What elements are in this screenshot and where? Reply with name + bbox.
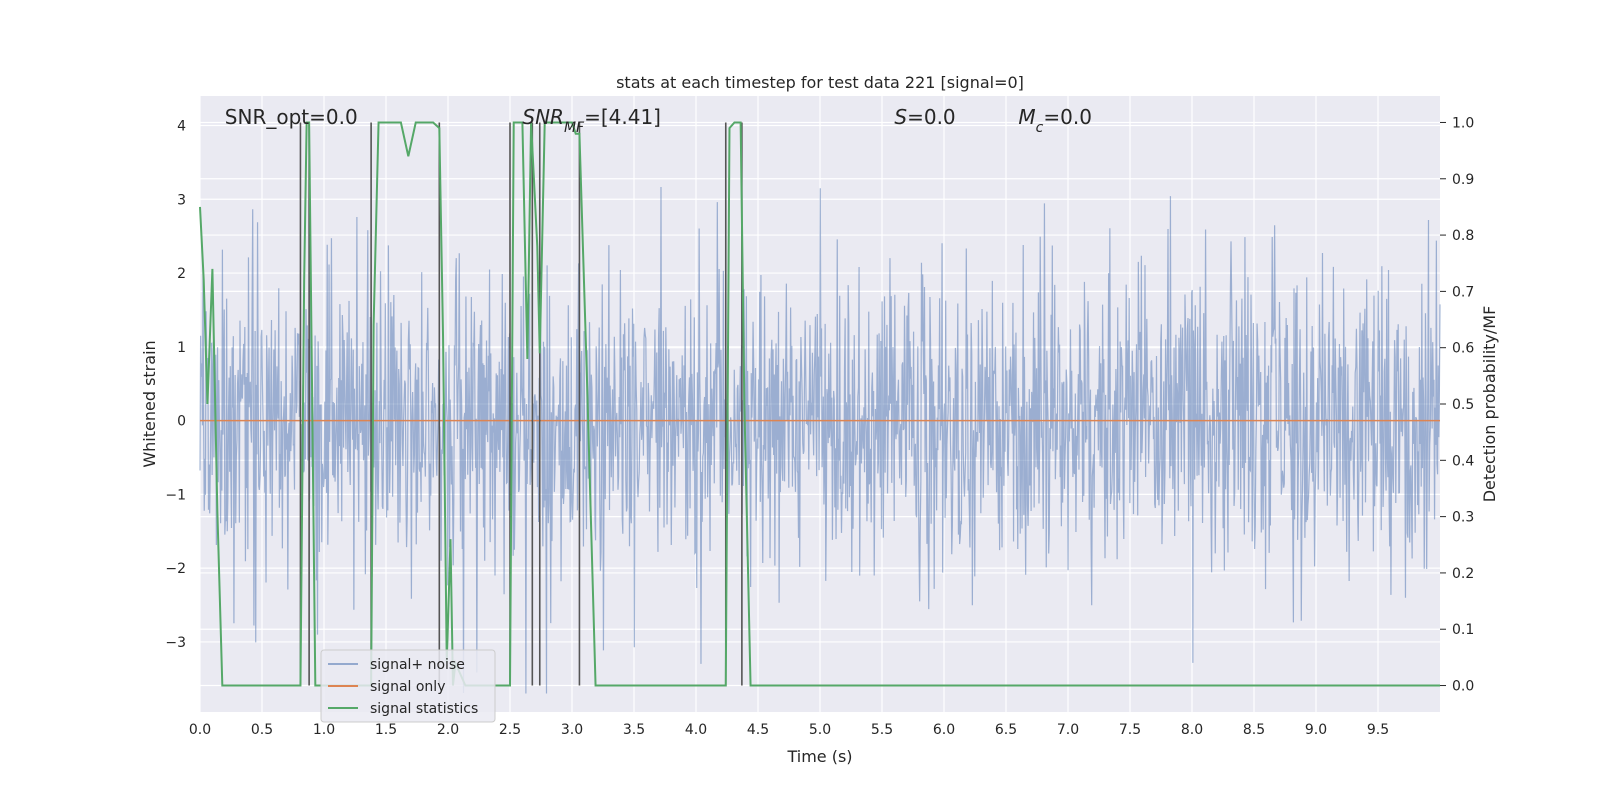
x-ticks: 0.0 0.5 1.0 1.5 2.0 2.5 3.0 3.5 4.0 4.5 5.0 5.5 6.0 6…: [189, 722, 1389, 738]
y-tick-label: −2: [165, 561, 186, 577]
legend-label-noise: signal+ noise: [370, 657, 465, 673]
y-tick-label: 0: [177, 414, 186, 430]
x-axis-label: Time (s): [786, 747, 852, 766]
y-tick-label: −1: [165, 487, 186, 503]
chart-title: stats at each timestep for test data 221…: [616, 73, 1024, 92]
y2-tick-label: 0.3: [1452, 510, 1474, 526]
annotation: SNR_opt=0.0: [225, 105, 358, 129]
x-tick-label: 3.5: [623, 722, 645, 738]
y-tick-label: 1: [177, 340, 186, 356]
y2-tick-label: 0.2: [1452, 566, 1474, 582]
y2-tick-label: 0.1: [1452, 622, 1474, 638]
y2-tick-label: 0.5: [1452, 397, 1474, 413]
annotation-part: M: [1018, 105, 1035, 129]
x-tick-label: 9.0: [1305, 722, 1327, 738]
x-tick-label: 0.0: [189, 722, 211, 738]
x-tick-label: 8.5: [1243, 722, 1265, 738]
annotation-part: SNR_opt=0.0: [225, 105, 358, 129]
x-tick-label: 1.0: [313, 722, 335, 738]
x-tick-label: 4.5: [747, 722, 769, 738]
x-tick-label: 8.0: [1181, 722, 1203, 738]
y2-axis-label: Detection probability/MF: [1480, 306, 1499, 503]
annotations: SNR_opt=0.0 SNRMF=[4.41] S=0.0 Mc=0.0: [225, 105, 1092, 136]
x-tick-label: 0.5: [251, 722, 273, 738]
x-tick-label: 4.0: [685, 722, 707, 738]
annotation-part: MF: [564, 120, 585, 136]
y-tick-label: 2: [177, 266, 186, 282]
x-tick-label: 6.5: [995, 722, 1017, 738]
x-tick-label: 1.5: [375, 722, 397, 738]
y2-tick-label: 1.0: [1452, 115, 1474, 131]
annotation: S=0.0: [894, 105, 955, 129]
annotation-part: =[4.41]: [584, 105, 661, 129]
x-tick-label: 7.0: [1057, 722, 1079, 738]
x-tick-label: 5.0: [809, 722, 831, 738]
annotation-part: S: [894, 105, 907, 129]
annotation-part: c: [1036, 120, 1044, 136]
x-tick-label: 2.0: [437, 722, 459, 738]
legend-label-stats: signal statistics: [370, 701, 478, 717]
y-tick-label: 3: [177, 192, 186, 208]
y2-tick-label: 0.7: [1452, 284, 1474, 300]
annotation-part: =0.0: [907, 105, 956, 129]
annotation-part: =0.0: [1043, 105, 1092, 129]
y2-tick-label: 0.4: [1452, 453, 1474, 469]
x-tick-label: 7.5: [1119, 722, 1141, 738]
y-tick-label: 4: [177, 119, 186, 135]
y2-tick-label: 0.6: [1452, 341, 1474, 357]
annotation-part: SNR: [522, 105, 564, 129]
legend-label-signal: signal only: [370, 679, 445, 695]
y-tick-label: −3: [165, 635, 186, 651]
y2-tick-label: 0.8: [1452, 228, 1474, 244]
y-ticks: −3 −2 −1 0 1 2 3 4: [165, 119, 186, 651]
annotation: Mc=0.0: [1018, 105, 1092, 136]
x-tick-label: 9.5: [1367, 722, 1389, 738]
annotation: SNRMF=[4.41]: [522, 105, 661, 136]
x-tick-label: 3.0: [561, 722, 583, 738]
x-tick-label: 5.5: [871, 722, 893, 738]
legend-box: [320, 649, 496, 723]
y2-tick-label: 0.0: [1452, 679, 1474, 695]
series-signal-noise: [199, 186, 1441, 694]
y2-ticks: 0.0 0.1 0.2 0.3 0.4 0.5 0.6 0.7 0.8 0.9 1.0: [1440, 115, 1474, 695]
legend: signal+ noise signal only signal statist…: [320, 649, 496, 723]
x-tick-label: 6.0: [933, 722, 955, 738]
y2-tick-label: 0.9: [1452, 172, 1474, 188]
noise-layer: [199, 186, 1441, 694]
x-tick-label: 2.5: [499, 722, 521, 738]
y-axis-label: Whitened strain: [140, 340, 159, 467]
